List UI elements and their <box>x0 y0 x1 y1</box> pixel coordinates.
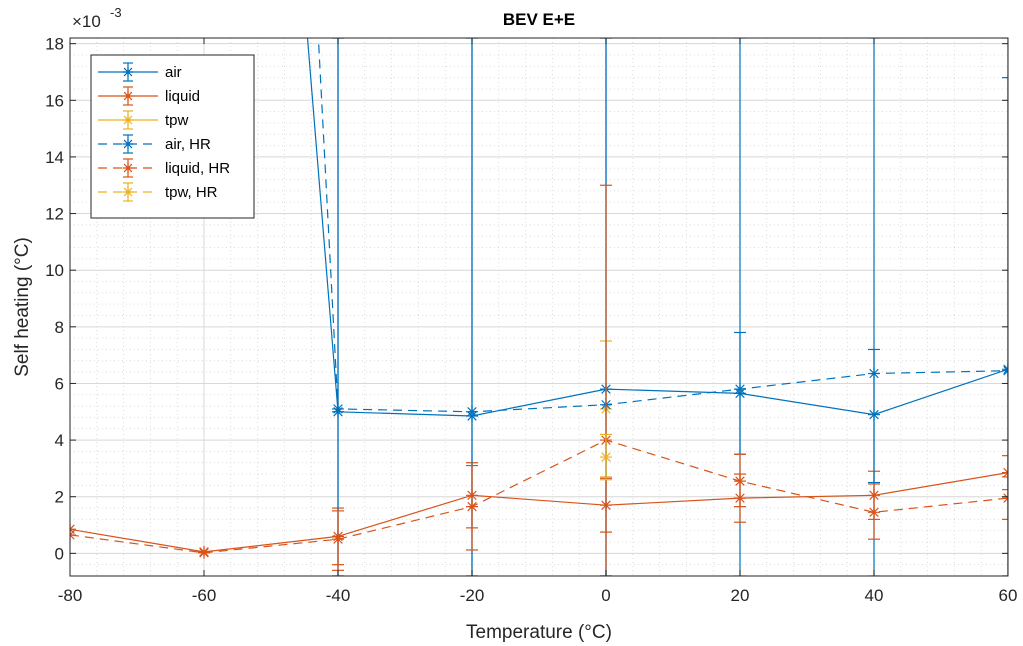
y-axis-label: Self heating (°C) <box>12 237 33 377</box>
legend-label: tpw, HR <box>165 184 218 201</box>
data-point-marker <box>332 402 344 415</box>
x-tick-label: -80 <box>58 586 83 605</box>
x-tick-label: -20 <box>460 586 485 605</box>
data-point-marker <box>868 506 880 519</box>
y-tick-label: 2 <box>55 488 64 507</box>
legend-marker <box>122 66 134 78</box>
data-point-marker <box>332 533 344 546</box>
y-exponent-base: ×10 <box>72 12 101 31</box>
legend-label: air <box>165 64 182 81</box>
legend-entry: liquid, HR <box>98 158 230 178</box>
legend: air liquid tpw air, HR liquid, HR tpw, HR <box>90 54 255 219</box>
y-tick-label: 4 <box>55 431 64 450</box>
data-point-marker <box>466 405 478 418</box>
x-tick-label: -40 <box>326 586 351 605</box>
x-axis-label: Temperature (°C) <box>466 622 612 643</box>
y-tick-label: 8 <box>55 318 64 337</box>
legend-label: air, HR <box>165 136 211 153</box>
legend-label: liquid, HR <box>165 160 230 177</box>
data-point-marker <box>198 546 210 559</box>
series-line <box>70 472 1008 553</box>
chart-title: BEV E+E <box>503 10 575 29</box>
y-tick-label: 10 <box>45 261 64 280</box>
legend-marker <box>122 90 134 102</box>
legend-entry: air, HR <box>98 134 211 154</box>
x-tick-label: 60 <box>999 586 1018 605</box>
y-tick-label: 18 <box>45 35 64 54</box>
y-exponent-power: -3 <box>110 5 122 20</box>
series-layer <box>70 38 1008 576</box>
legend-entry: tpw <box>98 110 189 130</box>
legend-box <box>90 54 255 219</box>
legend-marker <box>122 138 134 150</box>
data-point-marker <box>600 451 612 464</box>
legend-label: tpw <box>165 112 189 129</box>
y-tick-label: 12 <box>45 205 64 224</box>
legend-entry: liquid <box>98 86 200 106</box>
data-point-marker <box>734 383 746 396</box>
series-tpw-hr <box>600 433 612 481</box>
legend-entry: tpw, HR <box>98 182 218 202</box>
legend-marker <box>122 162 134 174</box>
data-point-marker <box>734 475 746 488</box>
data-point-marker <box>868 367 880 380</box>
x-tick-label: 20 <box>731 586 750 605</box>
x-tick-label: 40 <box>865 586 884 605</box>
legend-entry: air <box>98 62 182 82</box>
y-tick-label: 14 <box>45 148 64 167</box>
plot-frame <box>69 37 1009 577</box>
legend-marker <box>122 186 134 198</box>
x-tick-label: -60 <box>192 586 217 605</box>
ticks-layer: -80 -60 -40 -20 0 20 40 60 0 2 4 6 8 10 12 14 16 18 <box>45 35 1017 605</box>
y-tick-label: 16 <box>45 91 64 110</box>
x-tick-label: 0 <box>601 586 610 605</box>
y-tick-label: 0 <box>55 544 64 563</box>
legend-label: liquid <box>165 88 200 105</box>
data-point-marker <box>466 500 478 513</box>
y-tick-label: 6 <box>55 374 64 393</box>
legend-marker <box>122 114 134 126</box>
series-line <box>70 439 1008 554</box>
